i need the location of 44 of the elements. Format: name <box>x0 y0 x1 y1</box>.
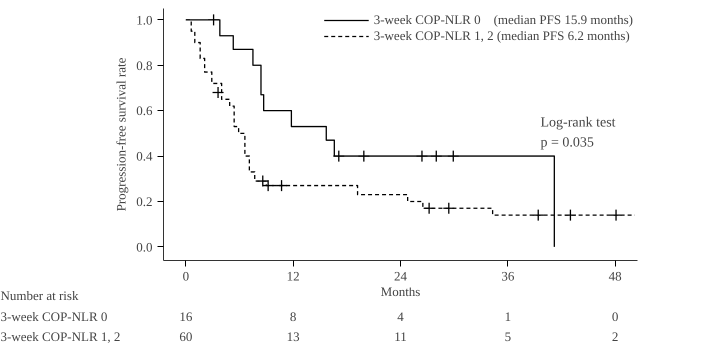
text: 13 <box>286 329 300 343</box>
text: 3-week COP-NLR 0 <box>0 309 108 324</box>
text: 5 <box>504 329 512 343</box>
text: 8 <box>290 309 296 324</box>
text: 60 <box>179 329 192 343</box>
text: 16 <box>179 309 193 324</box>
point <box>256 174 269 188</box>
point <box>447 150 460 162</box>
y-tick-label: 0.8 <box>136 58 152 73</box>
y-tick-label: 0.4 <box>136 148 153 164</box>
y-tick-label: 1.0 <box>136 12 152 28</box>
y-tick-label: 0.2 <box>136 194 152 209</box>
y-tick-label: 0.0 <box>136 239 152 254</box>
x-tick-label: 12 <box>286 268 300 284</box>
annotation: Log-rank test <box>540 116 616 130</box>
point <box>358 150 370 162</box>
text: 2 <box>612 329 618 343</box>
legend-label: 3-week COP-NLR 1, 2 (median PFS 6.2 months) <box>374 28 630 44</box>
annotation: p = 0.035 <box>540 136 594 150</box>
point <box>430 150 442 162</box>
text: 0 <box>612 309 618 324</box>
point <box>564 208 577 222</box>
x-tick-label: 36 <box>501 268 515 284</box>
point <box>332 150 345 162</box>
point <box>442 202 455 214</box>
point <box>610 208 622 222</box>
y-axis-title: Progression-free survival rate <box>113 57 128 212</box>
point <box>262 179 274 192</box>
y-tick-label: 0.6 <box>136 103 153 118</box>
point <box>532 208 544 222</box>
point <box>275 179 288 192</box>
x-tick-label: 24 <box>394 268 408 284</box>
text: Number at risk <box>0 288 79 303</box>
text: 4 <box>397 309 404 324</box>
text: 1 <box>504 309 512 324</box>
point <box>212 86 224 99</box>
point <box>207 14 220 26</box>
x-tick-label: 48 <box>608 268 622 284</box>
legend-label: 3-week COP-NLR 0 (median PFS 15.9 months) <box>374 12 633 28</box>
point <box>416 150 428 162</box>
text: 3-week COP-NLR 1, 2 <box>0 329 120 343</box>
text: 11 <box>394 329 407 343</box>
point <box>422 202 436 214</box>
x-tick-label: 0 <box>182 268 190 284</box>
